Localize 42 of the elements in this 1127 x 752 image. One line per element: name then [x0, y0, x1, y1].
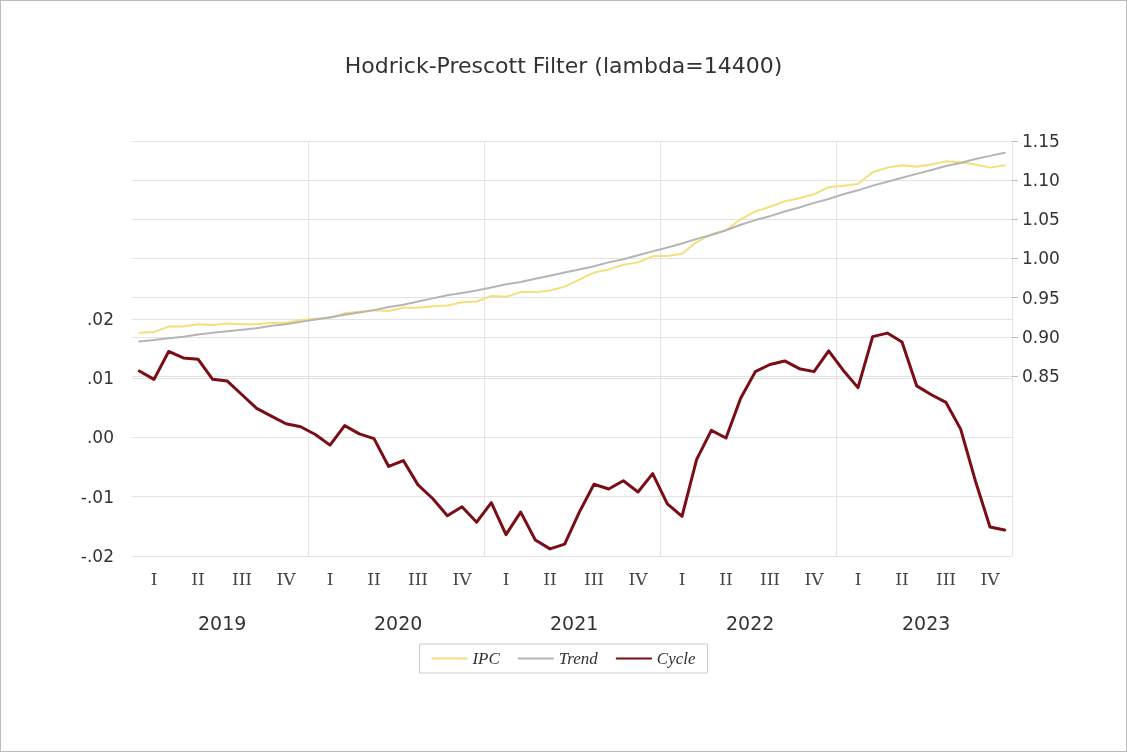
text: 2019 [198, 611, 247, 634]
y-tick-label: .02 [86, 308, 114, 329]
x-tick-label: I [502, 568, 510, 589]
x-tick-label: I [854, 568, 862, 589]
x-tick-label: III [407, 568, 429, 589]
y2-tick-label: 0.90 [1022, 326, 1060, 347]
chart-title: Hodrick-Prescott Filter (lambda=14400) [344, 52, 783, 78]
text: 2023 [902, 611, 951, 634]
y2-tick-label: 1.00 [1022, 248, 1060, 269]
x-tick-label: III [935, 568, 957, 589]
x-tick-label: IV [804, 568, 825, 589]
legend-label: Trend [558, 649, 599, 668]
y-tick-label: .01 [86, 368, 114, 389]
x-tick-label: IV [980, 568, 1001, 589]
y2-tick-label: 1.05 [1022, 209, 1060, 230]
legend-label: Cycle [656, 649, 697, 668]
y-tick-label: -.02 [80, 546, 114, 566]
x-tick-label: II [191, 568, 205, 589]
x-tick-label: II [543, 568, 557, 589]
x-tick-label: III [583, 568, 605, 589]
x-tick-label: I [326, 568, 334, 589]
x-tick-label: II [367, 568, 381, 589]
x-tick-label: II [895, 568, 909, 589]
line-series [137, 331, 1007, 551]
x-tick-label: II [719, 568, 733, 589]
x-tick-label: I [150, 568, 158, 589]
y2-tick-label: 1.15 [1022, 131, 1060, 151]
x-tick-label: IV [628, 568, 649, 589]
y2-tick-label: 0.95 [1022, 287, 1060, 308]
text: 2020 [374, 611, 423, 634]
x-tick-label: III [759, 568, 781, 589]
x-tick-label: IV [452, 568, 473, 589]
y2-tick-label: 0.85 [1022, 365, 1060, 386]
x-tick-label: IV [276, 568, 297, 589]
y-tick-label: .00 [86, 427, 114, 448]
text: 2021 [550, 611, 599, 634]
y-tick-label: -.01 [80, 486, 114, 507]
text: 2022 [726, 611, 775, 634]
x-tick-label: I [678, 568, 686, 589]
legend-label: IPC [471, 649, 501, 668]
x-tick-label: III [231, 568, 253, 589]
y2-tick-label: 1.10 [1022, 170, 1060, 191]
